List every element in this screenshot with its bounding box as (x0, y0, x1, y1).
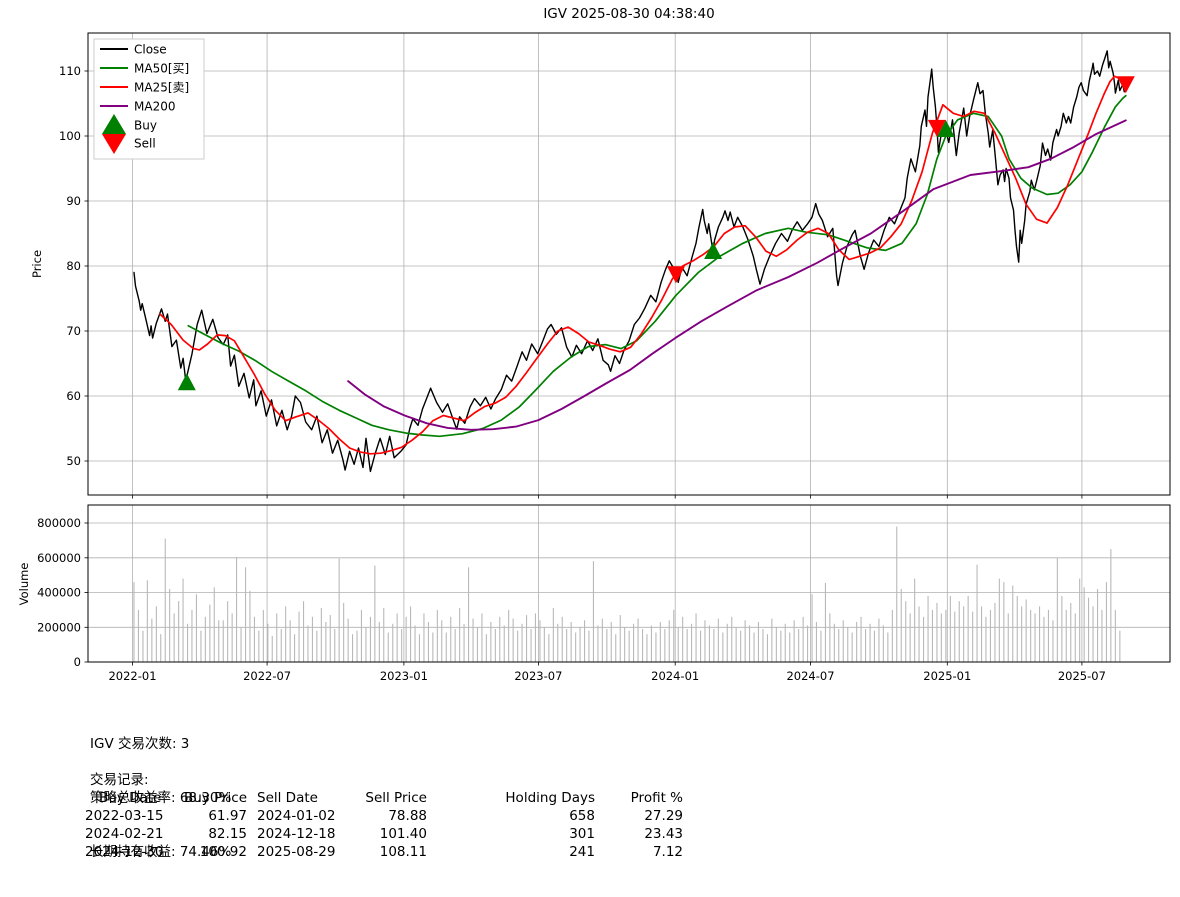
price-tick-label: 50 (66, 454, 81, 468)
price-tick-label: 80 (66, 259, 81, 273)
ma200-line (347, 119, 1127, 431)
volume-tick-label: 400000 (37, 586, 81, 600)
buy-marker-icon (704, 242, 723, 259)
price-axis-label: Price (30, 250, 44, 278)
price-tick-label: 90 (66, 194, 81, 208)
trade-header-cell: Sell Price (365, 790, 427, 806)
summary-buyhold-return: 长期持有收益: 74.46% (90, 844, 232, 860)
volume-tick-label: 200000 (37, 620, 81, 634)
trade-header-cell: Buy Price (183, 790, 247, 806)
price-tick-label: 100 (59, 129, 81, 143)
trade-records-label: 交易记录: (90, 772, 149, 788)
trade-cell: 2025-08-29 (257, 844, 336, 860)
trade-cell: 658 (569, 808, 595, 824)
trade-cell: 100.92 (199, 844, 247, 860)
trade-header-cell: Sell Date (257, 790, 318, 806)
trade-table-body: 2022-03-15 61.97 2024-01-02 78.88 658 27.29 20… (85, 807, 683, 861)
trade-records: 交易记录: Buy Date Buy Price Sell Date Sell Pri… (85, 771, 683, 861)
x-tick-label: 2025-07 (1058, 669, 1106, 683)
x-tick-label: 2022-01 (108, 669, 156, 683)
x-tick-label: 2023-07 (514, 669, 562, 683)
trade-cell: 2024-02-21 (85, 826, 164, 842)
ma50-line (187, 94, 1127, 438)
trade-cell: 301 (569, 826, 595, 842)
ma25-line (159, 75, 1127, 455)
volume-tick-label: 800000 (37, 516, 81, 530)
trade-cell: 7.12 (652, 844, 683, 860)
trade-row: 2024-12-30 100.92 2025-08-29 108.11 241 7.12 (85, 843, 683, 861)
trade-cell: 108.11 (379, 844, 427, 860)
trade-header-cell: Buy Date (99, 790, 162, 806)
trade-cell: 241 (569, 844, 595, 860)
legend-label: MA25[卖] (134, 81, 189, 95)
trade-header-cell: Profit % (630, 790, 683, 806)
volume-tick-label: 600000 (37, 551, 81, 565)
legend-label: Buy (134, 119, 157, 133)
trade-header-cell: Holding Days (505, 790, 595, 806)
legend-sell-triangle-icon (102, 134, 126, 154)
trade-cell: 82.15 (208, 826, 247, 842)
strategy-summary: IGV 交易次数: 3 策略总收益率: 68.30% 长期持有收益: 74.46… (90, 699, 231, 897)
x-tick-label: 2025-01 (923, 669, 971, 683)
x-tick-label: 2023-01 (380, 669, 428, 683)
trade-cell: 27.29 (644, 808, 683, 824)
trade-cell: 2024-12-18 (257, 826, 336, 842)
trade-cell: 2024-12-30 (85, 844, 164, 860)
trade-markers (177, 76, 1135, 391)
trade-cell: 78.88 (388, 808, 427, 824)
x-tick-label: 2024-01 (651, 669, 699, 683)
buy-marker-icon (177, 373, 196, 391)
figure-window: IGV 2025-08-30 04:38:40 50 60 70 80 90 100 110… (17, 6, 1171, 861)
summary-strategy-return: 策略总收益率: 68.30% (90, 790, 232, 806)
price-tick-label: 70 (66, 324, 81, 338)
legend-label: MA200 (134, 100, 175, 114)
trade-cell: 101.40 (379, 826, 427, 842)
trade-row: 2022-03-15 61.97 2024-01-02 78.88 658 27.29 (85, 807, 683, 825)
gridlines (88, 33, 1170, 663)
trade-cell: 2024-01-02 (257, 808, 336, 824)
legend-label: Close (134, 43, 167, 57)
trade-cell: 61.97 (208, 808, 247, 824)
chart-title: IGV 2025-08-30 04:38:40 (543, 6, 715, 22)
volume-tick-label: 0 (74, 655, 81, 669)
sell-marker-icon (1116, 76, 1135, 94)
buy-marker-icon (936, 120, 955, 137)
x-tick-label: 2024-07 (786, 669, 834, 683)
price-tick-label: 60 (66, 389, 81, 403)
price-volume-chart: 50 60 70 80 90 100 110 0 200000 400000 600000 80000… (17, 32, 1171, 683)
trade-cell: 23.43 (644, 826, 683, 842)
legend-buy-triangle-icon (102, 114, 126, 134)
legend-label: Sell (134, 137, 156, 151)
x-tick-label: 2022-07 (243, 669, 291, 683)
volume-bars (133, 526, 1121, 663)
close-line (133, 50, 1127, 473)
sell-marker-icon (927, 119, 946, 137)
volume-axis-label: Volume (17, 563, 31, 606)
legend-label: MA50[买] (134, 62, 189, 76)
sell-marker-icon (667, 266, 685, 284)
tick-labels: 50 60 70 80 90 100 110 0 200000 400000 600000 80000… (37, 64, 1106, 683)
summary-trade-count: IGV 交易次数: 3 (90, 736, 190, 752)
price-tick-label: 110 (59, 64, 81, 78)
trade-table-header: Buy Date Buy Price Sell Date Sell Price Hold… (85, 789, 683, 807)
axes (84, 32, 1171, 666)
trade-cell: 2022-03-15 (85, 808, 164, 824)
trade-row: 2024-02-21 82.15 2024-12-18 101.40 301 23.43 (85, 825, 683, 843)
legend: Close MA50[买] MA25[卖] MA200 Buy Sell (93, 38, 205, 160)
